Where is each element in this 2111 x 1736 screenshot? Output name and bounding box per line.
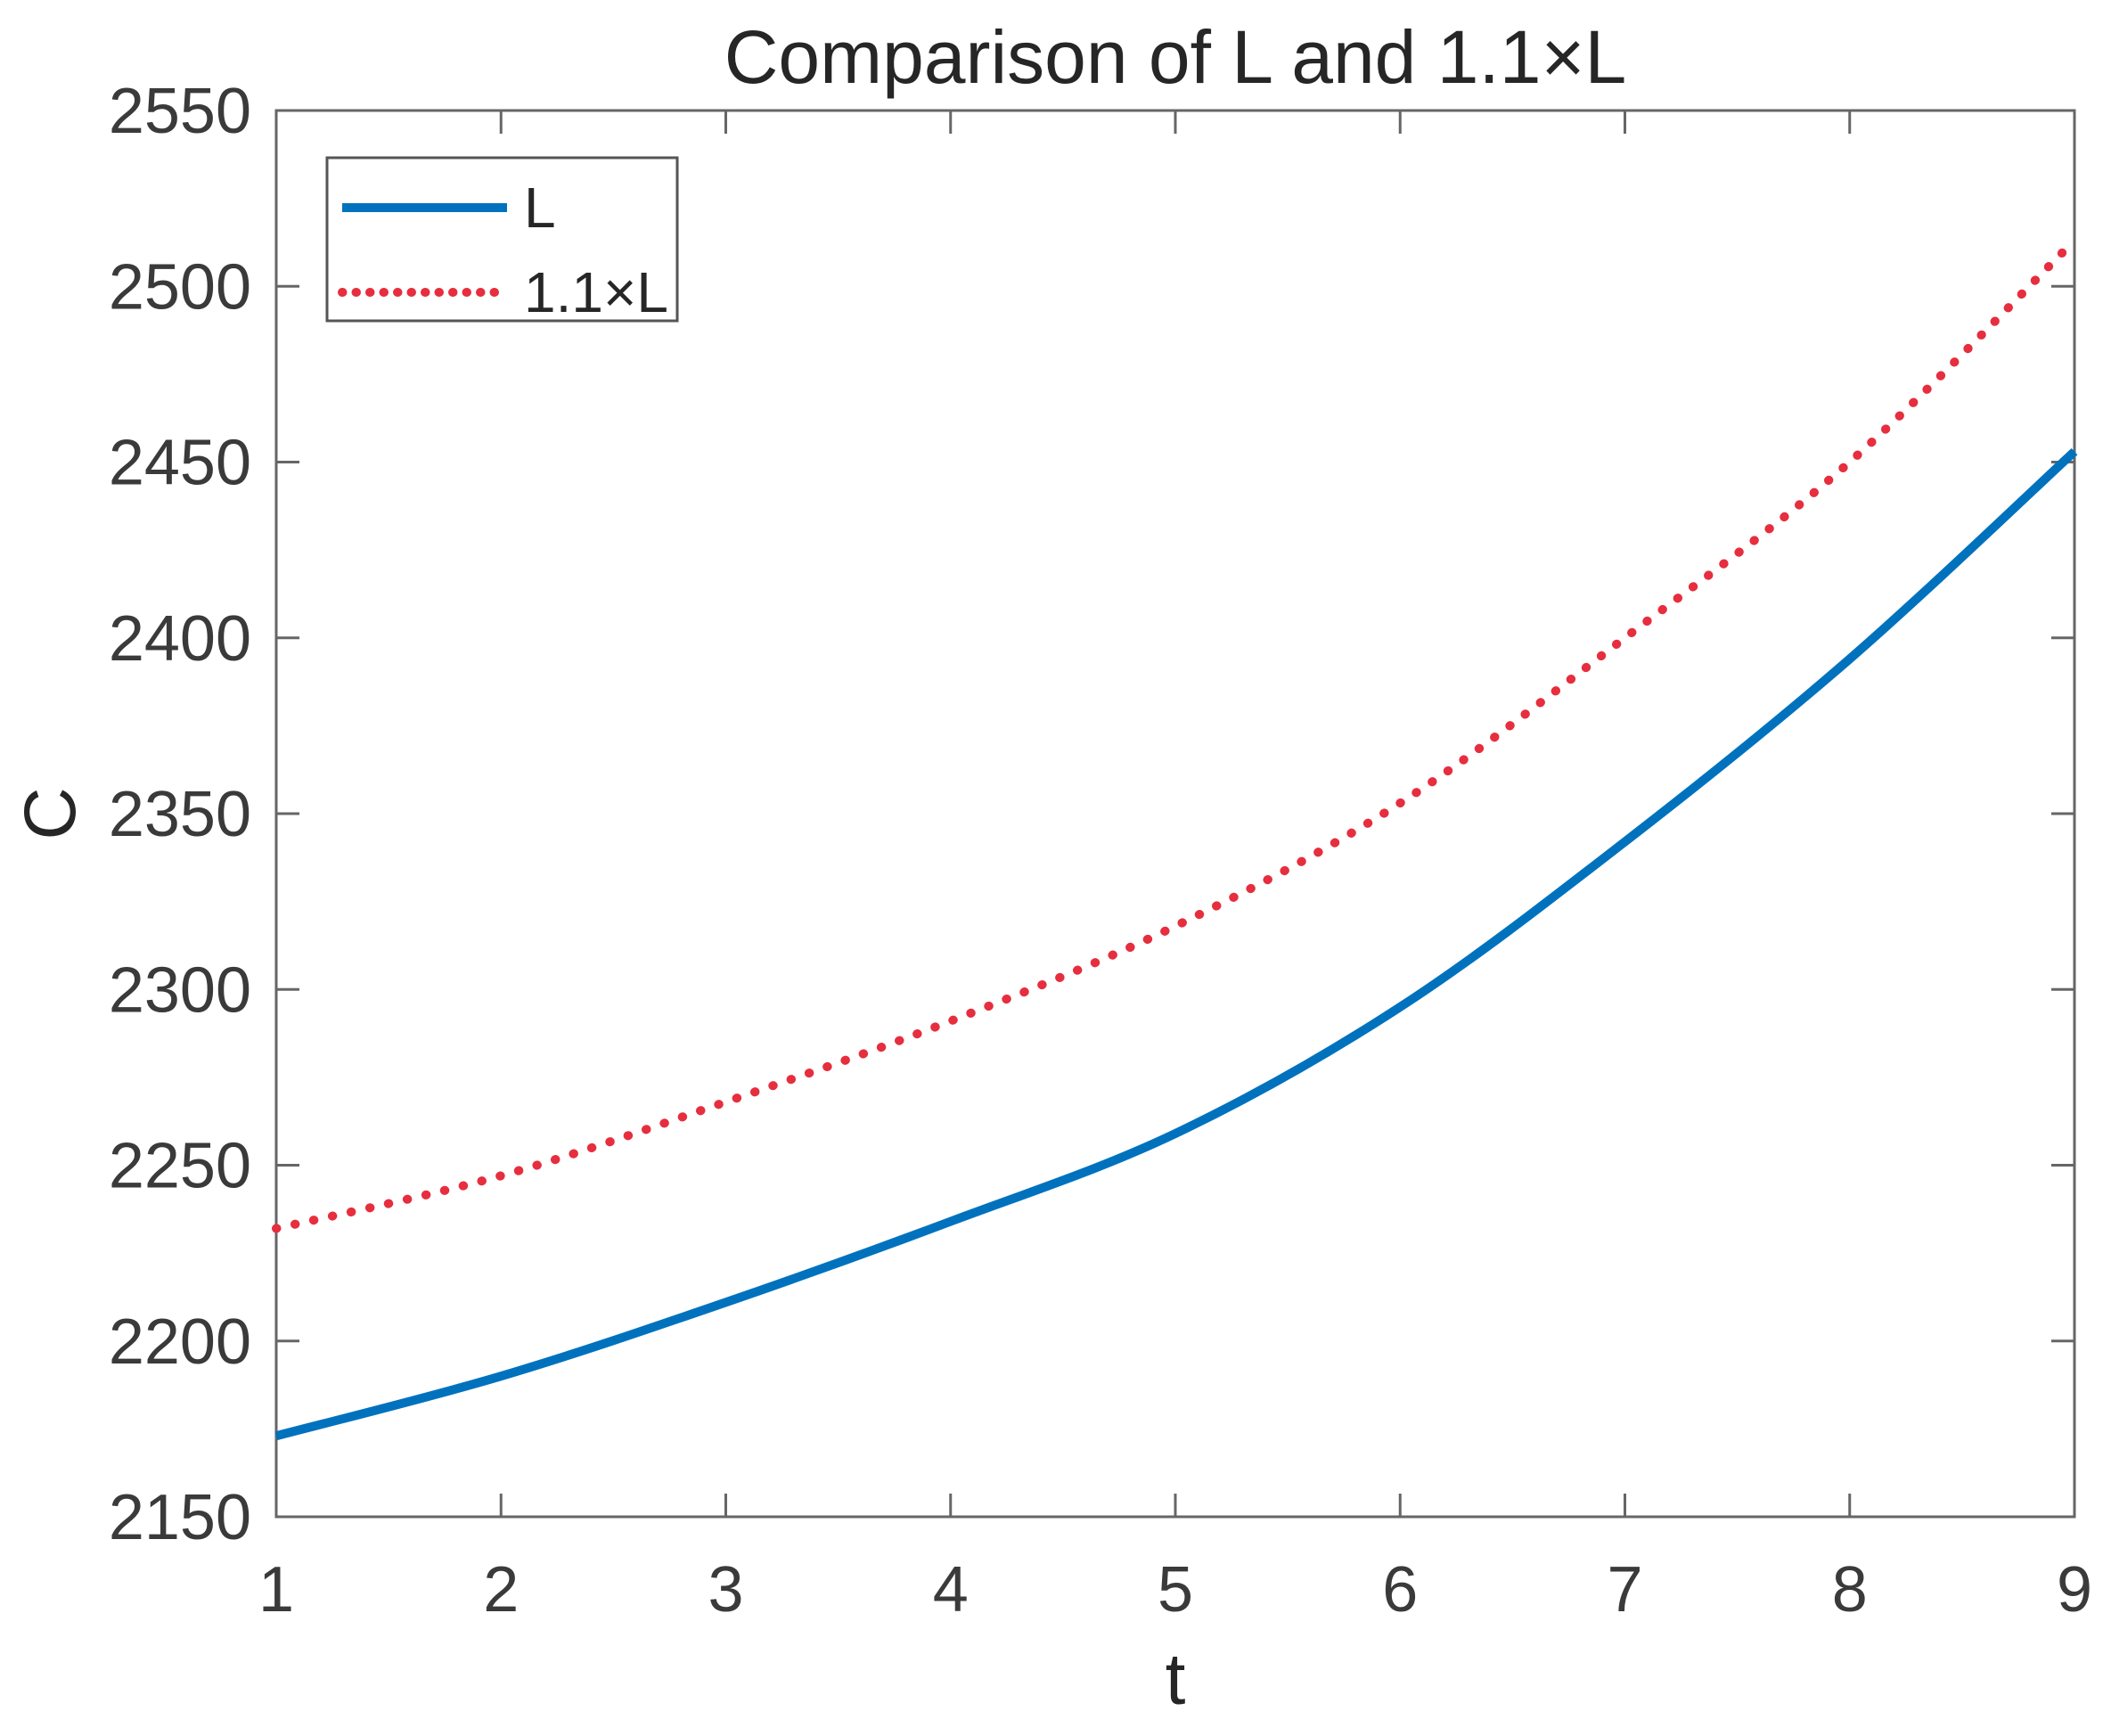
- x-tick-label: 6: [1382, 1554, 1418, 1625]
- axis-tick-labels: 1 2 3 4 5 6 7 8 9 2150 2200 2250 2300 2350 2400 2450 250…: [109, 76, 2092, 1625]
- series-line-1.1xL: [272, 235, 2079, 1233]
- legend-entry-label: L: [524, 176, 556, 240]
- axis-ticks: [274, 109, 2076, 1519]
- series-line-L: [274, 447, 2078, 1441]
- y-tick-label: 2550: [109, 76, 251, 147]
- y-tick-label: 2200: [109, 1306, 251, 1378]
- x-tick-label: 4: [933, 1554, 969, 1625]
- x-tick-label: 2: [483, 1554, 519, 1625]
- x-tick-label: 7: [1607, 1554, 1642, 1625]
- x-tick-label: 3: [708, 1554, 743, 1625]
- y-tick-label: 2350: [109, 779, 251, 850]
- x-tick-label: 9: [2057, 1554, 2092, 1625]
- y-tick-label: 2250: [109, 1131, 251, 1202]
- x-tick-label: 1: [258, 1554, 294, 1625]
- y-tick-label: 2400: [109, 603, 251, 675]
- legend: L 1.1×L: [325, 156, 679, 324]
- y-tick-label: 2300: [109, 954, 251, 1026]
- legend-entry-label: 1.1×L: [524, 260, 668, 324]
- y-tick-label: 2450: [109, 428, 251, 499]
- x-tick-label: 5: [1158, 1554, 1193, 1625]
- y-tick-label: 2500: [109, 251, 251, 323]
- y-tick-label: 2150: [109, 1482, 251, 1553]
- series-lines: [272, 235, 2079, 1441]
- chart-title: Comparison of L and 1.1×L: [724, 15, 1627, 99]
- x-axis-label: t: [1165, 1639, 1186, 1720]
- x-tick-label: 8: [1832, 1554, 1868, 1625]
